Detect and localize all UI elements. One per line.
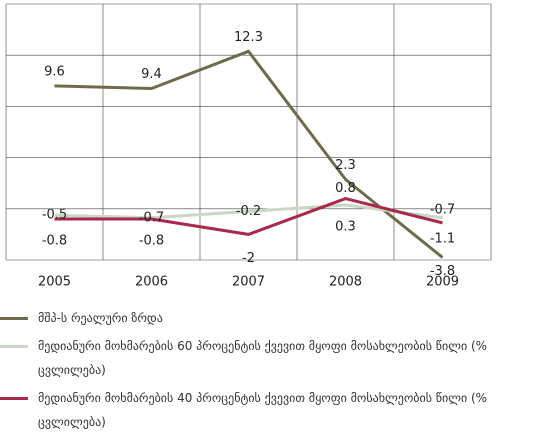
legend-swatch	[0, 397, 28, 400]
x-tick-label: 2009	[426, 275, 459, 290]
legend-swatch	[0, 317, 28, 320]
legend-label: მედიანური მოხმარების 40 პროცენტის ქვევით…	[38, 391, 488, 429]
legend-item: მშპ-ს რეალური ზრდა	[0, 306, 535, 330]
data-label: -0.2	[236, 204, 261, 219]
series-line	[54, 49, 444, 259]
legend-item: მედიანური მოხმარების 60 პროცენტის ქვევით…	[0, 334, 535, 382]
series-line	[54, 203, 443, 220]
data-label: -0.8	[139, 234, 164, 249]
legend-label: მედიანური მოხმარების 60 პროცენტის ქვევით…	[38, 339, 488, 377]
x-tick-label: 2008	[329, 275, 362, 290]
data-label: 9.4	[141, 67, 162, 82]
legend: მშპ-ს რეალური ზრდა მედიანური მოხმარების 6…	[0, 306, 535, 438]
chart: 2005 2006 2007 2008 2009 9.6 9.4 12.3 2.3 -3.8 -0.…	[5, 3, 492, 290]
data-label: 12.3	[234, 30, 263, 45]
legend-label: მშპ-ს რეალური ზრდა	[38, 311, 163, 325]
data-label: -2	[242, 251, 255, 266]
x-tick-label: 2006	[135, 275, 168, 290]
data-label: -3.8	[430, 264, 455, 279]
x-tick-label: 2007	[232, 275, 265, 290]
data-label: -0.8	[42, 234, 67, 249]
legend-item: მედიანური მოხმარების 40 პროცენტის ქვევით…	[0, 386, 535, 434]
series-line	[54, 196, 443, 236]
x-tick-label: 2005	[38, 275, 71, 290]
data-label: 0.8	[335, 181, 356, 196]
data-label: -0.7	[430, 202, 455, 217]
data-label: -0.5	[42, 208, 67, 223]
data-label: 0.3	[335, 219, 356, 234]
data-label: 2.3	[335, 158, 356, 173]
legend-swatch	[0, 345, 28, 348]
data-label: -0.7	[139, 210, 164, 225]
data-label: -1.1	[430, 231, 455, 246]
data-label: 9.6	[44, 64, 65, 79]
